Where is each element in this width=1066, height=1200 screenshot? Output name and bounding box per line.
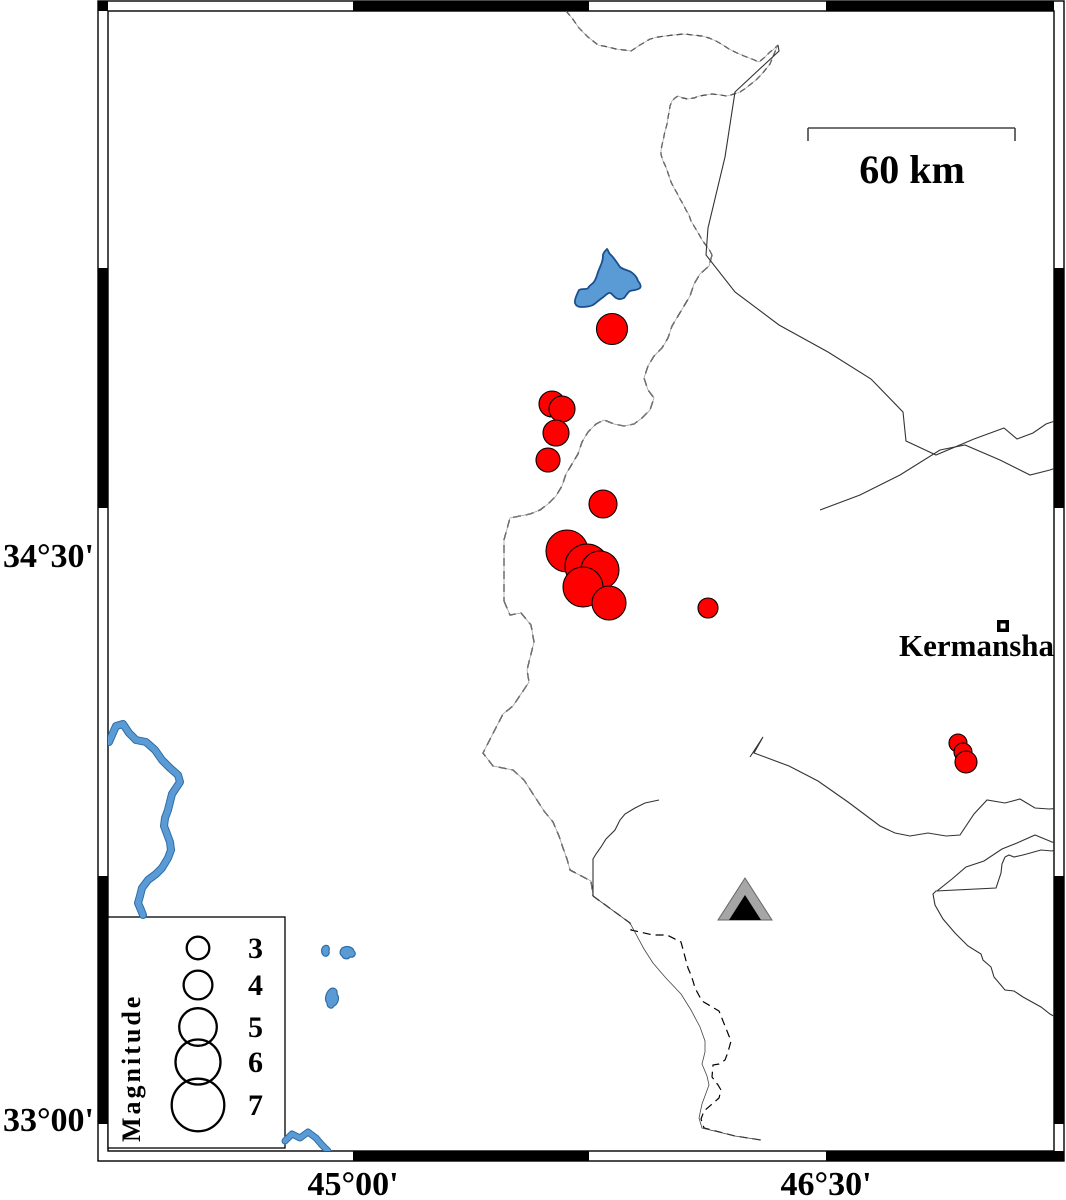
svg-text:5: 5 (248, 1011, 263, 1044)
svg-text:60 km: 60 km (859, 147, 965, 192)
svg-text:7: 7 (248, 1089, 263, 1122)
svg-text:3: 3 (248, 932, 263, 965)
svg-text:45°00': 45°00' (307, 1166, 398, 1200)
svg-text:46°30': 46°30' (780, 1166, 871, 1200)
svg-text:34°30': 34°30' (3, 538, 94, 575)
svg-text:Magnitude: Magnitude (117, 994, 146, 1142)
svg-text:Kermanshah: Kermanshah (899, 628, 1066, 663)
svg-text:6: 6 (248, 1046, 263, 1079)
svg-text:4: 4 (248, 969, 263, 1002)
svg-text:33°00': 33°00' (3, 1102, 94, 1139)
